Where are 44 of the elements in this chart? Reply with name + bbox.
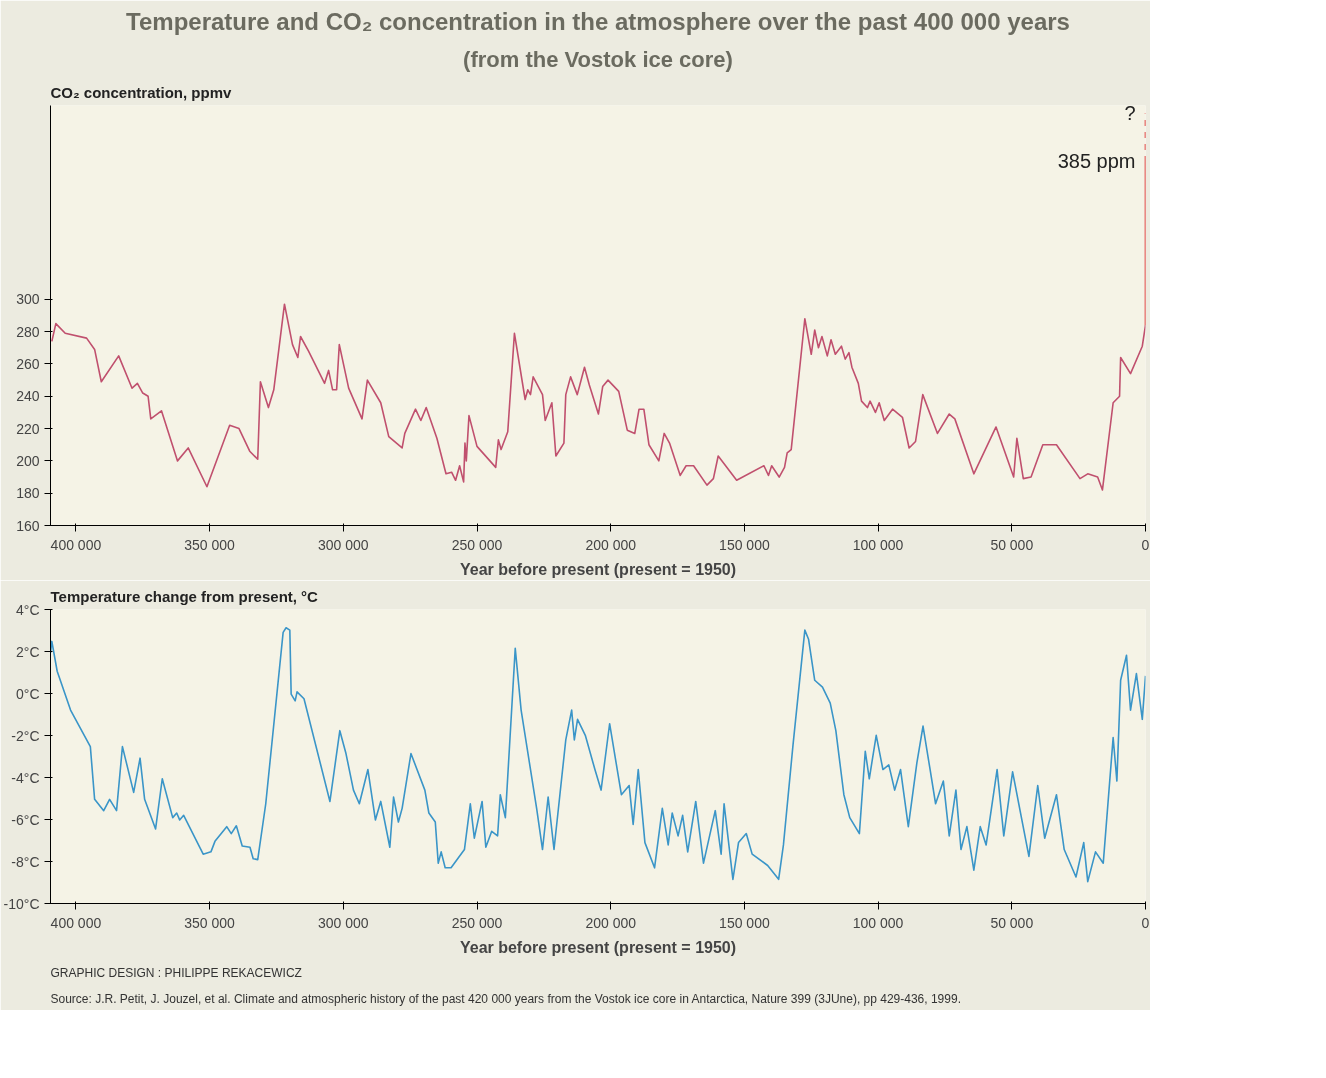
y-tick-label: 2°C bbox=[16, 643, 40, 660]
y-tick-label: 4°C bbox=[16, 601, 40, 618]
y-tick-label: -6°C bbox=[11, 811, 40, 828]
annotation: 385 ppm bbox=[1057, 150, 1136, 173]
y-tick-label: -2°C bbox=[11, 727, 40, 744]
x-tick-label: 200 000 bbox=[585, 914, 637, 931]
y-tick-label: 260 bbox=[16, 355, 40, 372]
x-tick-label: 350 000 bbox=[184, 914, 236, 931]
y-tick-label: -10°C bbox=[3, 895, 40, 912]
x-tick-label: 300 000 bbox=[318, 914, 369, 931]
x-tick-label: 150 000 bbox=[719, 914, 770, 931]
x-axis-title: Year before present (present = 1950) bbox=[459, 938, 737, 956]
x-tick-label: 100 000 bbox=[852, 536, 904, 553]
y-tick-label: 280 bbox=[16, 323, 40, 340]
x-tick-label: 250 000 bbox=[451, 536, 503, 553]
y-tick-label: 0°C bbox=[16, 685, 40, 702]
y-tick-label: 180 bbox=[16, 485, 40, 502]
y-axis-title: CO₂ concentration, ppmv bbox=[50, 83, 233, 101]
x-tick-label: 400 000 bbox=[50, 536, 102, 553]
x-tick-label: 150 000 bbox=[719, 536, 770, 553]
y-tick-label: 240 bbox=[16, 388, 40, 405]
x-tick-label: 50 000 bbox=[990, 914, 1034, 931]
x-tick-label: 400 000 bbox=[50, 914, 102, 931]
y-tick-label: -8°C bbox=[11, 853, 40, 870]
x-axis-title: Year before present (present = 1950) bbox=[459, 560, 737, 578]
x-tick-label: 250 000 bbox=[451, 914, 503, 931]
chart-title: Temperature and CO₂ concentration in the atmosphere over the past 400 000 years bbox=[126, 7, 1070, 35]
y-tick-label: 220 bbox=[16, 420, 40, 437]
chart-subtitle: (from the Vostok ice core) bbox=[463, 46, 733, 72]
x-tick-label: 0 bbox=[1141, 536, 1150, 553]
source-note: Source: J.R. Petit, J. Jouzel, et al. Climate and atmospheric history of the past 420 000 years from the Vostok ice core in Antarctica, Nature 399 (3JUne), pp 429-436, 1999. bbox=[50, 991, 961, 1006]
annotation: ? bbox=[1124, 101, 1136, 124]
y-tick-label: 200 bbox=[16, 452, 40, 469]
y-tick-label: -4°C bbox=[11, 769, 40, 786]
y-axis-title: Temperature change from present, °C bbox=[50, 587, 319, 605]
text: GRAPHIC DESIGN : PHILIPPE REKACEWICZ bbox=[50, 965, 302, 980]
y-tick-label: 160 bbox=[16, 517, 40, 534]
x-tick-label: 100 000 bbox=[852, 914, 904, 931]
x-tick-label: 0 bbox=[1141, 914, 1150, 931]
x-tick-label: 350 000 bbox=[184, 536, 236, 553]
y-tick-label: 300 bbox=[16, 291, 40, 308]
x-tick-label: 50 000 bbox=[990, 536, 1034, 553]
x-tick-label: 300 000 bbox=[318, 536, 369, 553]
x-tick-label: 200 000 bbox=[585, 536, 637, 553]
